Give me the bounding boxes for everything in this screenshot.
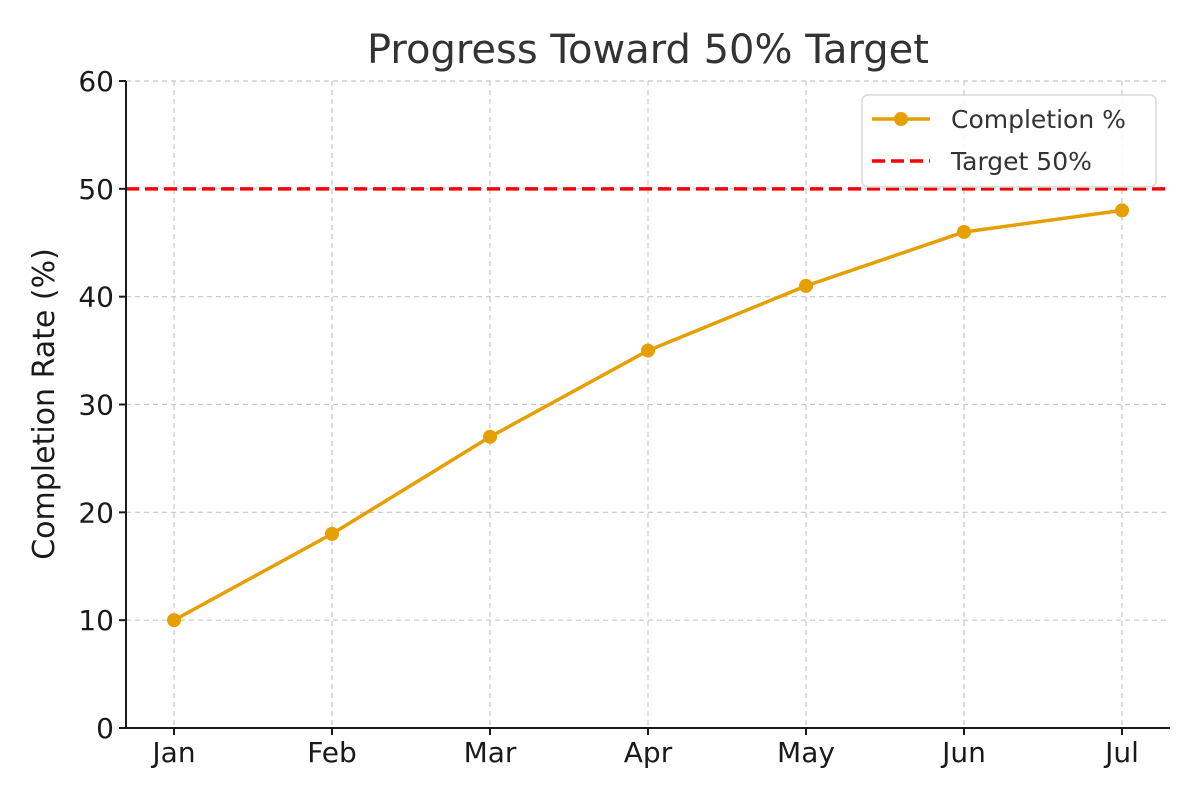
x-tick-label: Apr xyxy=(624,736,673,769)
x-tick-label: Feb xyxy=(307,736,357,769)
legend: Completion % Target 50% xyxy=(861,94,1157,188)
x-tick-label: Mar xyxy=(464,736,517,769)
y-tick-label: 10 xyxy=(78,604,114,637)
data-point xyxy=(167,613,181,628)
y-tick-label: 20 xyxy=(78,496,114,529)
chart-title: Progress Toward 50% Target xyxy=(367,27,929,73)
x-tick-label: May xyxy=(777,736,835,769)
axes: 0 10 20 30 40 50 60 Jan Feb Mar Apr May Jun Jul xyxy=(78,65,1170,769)
legend-label: Target 50% xyxy=(950,147,1092,176)
y-tick-label: 30 xyxy=(78,389,114,422)
y-tick-label: 40 xyxy=(78,281,114,314)
y-tick-label: 60 xyxy=(78,65,114,98)
legend-marker xyxy=(894,112,908,126)
data-point xyxy=(1115,203,1129,218)
x-tick-label: Jun xyxy=(940,736,986,769)
y-tick-label: 0 xyxy=(96,712,114,745)
data-point xyxy=(641,343,655,358)
data-point xyxy=(957,224,971,239)
y-tick-label: 50 xyxy=(78,173,114,206)
series-layer xyxy=(167,203,1129,628)
x-tick-label: Jul xyxy=(1103,736,1139,769)
legend-label: Completion % xyxy=(951,105,1126,134)
data-point xyxy=(325,526,339,541)
data-point xyxy=(483,429,497,444)
x-tick-label: Jan xyxy=(150,736,195,769)
legend-box xyxy=(861,94,1157,188)
data-point xyxy=(799,278,813,293)
y-axis-label: Completion Rate (%) xyxy=(27,248,62,560)
